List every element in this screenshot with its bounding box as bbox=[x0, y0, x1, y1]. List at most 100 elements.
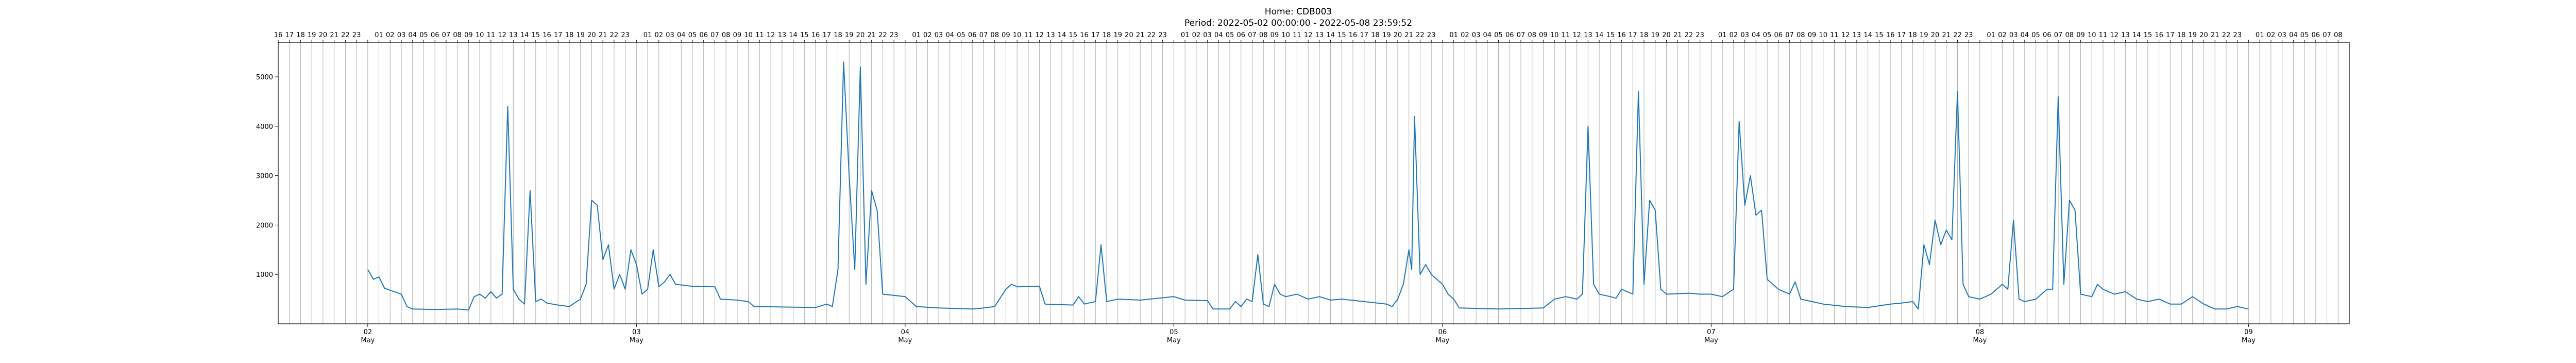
top-hour-label: 09 bbox=[1002, 31, 1010, 39]
top-hour-label: 06 bbox=[699, 31, 708, 39]
top-hour-label: 05 bbox=[2031, 31, 2040, 39]
top-hour-label: 05 bbox=[1226, 31, 1234, 39]
top-hour-label: 09 bbox=[2076, 31, 2085, 39]
top-hour-label: 07 bbox=[1785, 31, 1794, 39]
y-axis-ticks: 1000 2000 3000 4000 5000 bbox=[256, 74, 278, 279]
top-hour-ticks: 16 17 18 19 20 21 22 23 01 02 03 04 05 06 07 08 09 10 11 12… bbox=[274, 31, 2343, 42]
top-hour-label: 04 bbox=[2289, 31, 2298, 39]
date-tick-month: May bbox=[2242, 337, 2256, 344]
top-hour-label: 17 bbox=[822, 31, 831, 39]
top-hour-label: 19 bbox=[845, 31, 854, 39]
top-hour-label: 10 bbox=[2088, 31, 2096, 39]
date-tick-day: 07 bbox=[1707, 328, 1716, 336]
top-hour-label: 13 bbox=[509, 31, 518, 39]
top-hour-label: 16 bbox=[2155, 31, 2163, 39]
top-hour-label: 23 bbox=[352, 31, 361, 39]
top-hour-label: 19 bbox=[2189, 31, 2197, 39]
top-hour-label: 14 bbox=[520, 31, 529, 39]
chart-title: Home: CDB003 bbox=[1265, 7, 1332, 17]
top-hour-label: 18 bbox=[1908, 31, 1917, 39]
date-tick-day: 06 bbox=[1438, 328, 1447, 336]
top-hour-label: 04 bbox=[2021, 31, 2029, 39]
top-hour-label: 02 bbox=[923, 31, 932, 39]
top-hour-label: 18 bbox=[565, 31, 574, 39]
top-hour-label: 02 bbox=[1730, 31, 1738, 39]
series-layer bbox=[367, 61, 2249, 311]
chart-subtitle: Period: 2022-05-02 00:00:00 - 2022-05-08… bbox=[1184, 18, 1412, 28]
top-hour-label: 10 bbox=[1550, 31, 1559, 39]
top-hour-label: 03 bbox=[1203, 31, 1212, 39]
top-hour-label: 06 bbox=[1505, 31, 1514, 39]
top-hour-label: 16 bbox=[1349, 31, 1358, 39]
top-hour-label: 15 bbox=[1337, 31, 1346, 39]
top-hour-label: 11 bbox=[487, 31, 496, 39]
top-hour-label: 09 bbox=[733, 31, 742, 39]
top-hour-label: 07 bbox=[1517, 31, 1526, 39]
date-tick-month: May bbox=[1167, 337, 1181, 344]
top-hour-label: 12 bbox=[1304, 31, 1313, 39]
top-hour-label: 01 bbox=[912, 31, 921, 39]
top-hour-label: 12 bbox=[1572, 31, 1581, 39]
top-hour-label: 15 bbox=[1069, 31, 1078, 39]
date-tick-month: May bbox=[1435, 337, 1449, 344]
top-hour-label: 07 bbox=[2054, 31, 2063, 39]
top-hour-label: 16 bbox=[811, 31, 820, 39]
top-hour-label: 11 bbox=[1293, 31, 1301, 39]
top-hour-label: 18 bbox=[1371, 31, 1380, 39]
top-hour-label: 16 bbox=[1617, 31, 1626, 39]
top-hour-label: 01 bbox=[1987, 31, 1995, 39]
top-hour-label: 08 bbox=[722, 31, 731, 39]
top-hour-label: 22 bbox=[1147, 31, 1156, 39]
top-hour-label: 11 bbox=[1562, 31, 1570, 39]
top-hour-label: 19 bbox=[1651, 31, 1659, 39]
top-hour-label: 11 bbox=[2099, 31, 2108, 39]
top-hour-label: 19 bbox=[576, 31, 585, 39]
top-hour-label: 16 bbox=[1080, 31, 1089, 39]
date-tick-month: May bbox=[1973, 337, 1987, 344]
top-hour-label: 07 bbox=[1248, 31, 1257, 39]
top-hour-label: 04 bbox=[1752, 31, 1760, 39]
date-tick-day: 05 bbox=[1170, 328, 1178, 336]
top-hour-label: 06 bbox=[968, 31, 977, 39]
top-hour-label: 04 bbox=[1214, 31, 1223, 39]
top-hour-label: 23 bbox=[1427, 31, 1436, 39]
top-hour-label: 23 bbox=[1964, 31, 1973, 39]
top-hour-label: 01 bbox=[375, 31, 383, 39]
top-hour-label: 15 bbox=[1875, 31, 1884, 39]
top-hour-label: 14 bbox=[1326, 31, 1335, 39]
top-hour-label: 08 bbox=[2334, 31, 2343, 39]
date-tick-month: May bbox=[361, 337, 375, 344]
top-hour-label: 18 bbox=[296, 31, 305, 39]
top-hour-label: 18 bbox=[834, 31, 842, 39]
y-tick-label: 3000 bbox=[256, 173, 273, 180]
top-hour-label: 01 bbox=[1181, 31, 1190, 39]
top-hour-label: 23 bbox=[1158, 31, 1167, 39]
top-hour-label: 20 bbox=[319, 31, 328, 39]
top-hour-label: 22 bbox=[878, 31, 887, 39]
top-hour-label: 15 bbox=[1606, 31, 1615, 39]
top-hour-label: 15 bbox=[2144, 31, 2153, 39]
top-hour-label: 23 bbox=[2233, 31, 2242, 39]
top-hour-label: 06 bbox=[2043, 31, 2052, 39]
top-hour-label: 12 bbox=[1841, 31, 1850, 39]
top-hour-label: 22 bbox=[610, 31, 619, 39]
top-hour-label: 17 bbox=[1897, 31, 1906, 39]
top-hour-label: 20 bbox=[2199, 31, 2208, 39]
top-hour-label: 13 bbox=[1315, 31, 1324, 39]
top-hour-label: 08 bbox=[1259, 31, 1268, 39]
top-hour-label: 23 bbox=[890, 31, 899, 39]
y-tick-label: 4000 bbox=[256, 123, 273, 131]
top-hour-label: 03 bbox=[935, 31, 943, 39]
top-hour-label: 05 bbox=[957, 31, 965, 39]
top-hour-label: 19 bbox=[1113, 31, 1122, 39]
date-tick-day: 03 bbox=[632, 328, 641, 336]
top-hour-label: 22 bbox=[1953, 31, 1962, 39]
top-hour-label: 21 bbox=[1404, 31, 1413, 39]
top-hour-label: 09 bbox=[1539, 31, 1548, 39]
top-hour-label: 14 bbox=[789, 31, 798, 39]
top-hour-label: 21 bbox=[1136, 31, 1145, 39]
top-hour-label: 23 bbox=[621, 31, 630, 39]
top-hour-label: 12 bbox=[2110, 31, 2119, 39]
